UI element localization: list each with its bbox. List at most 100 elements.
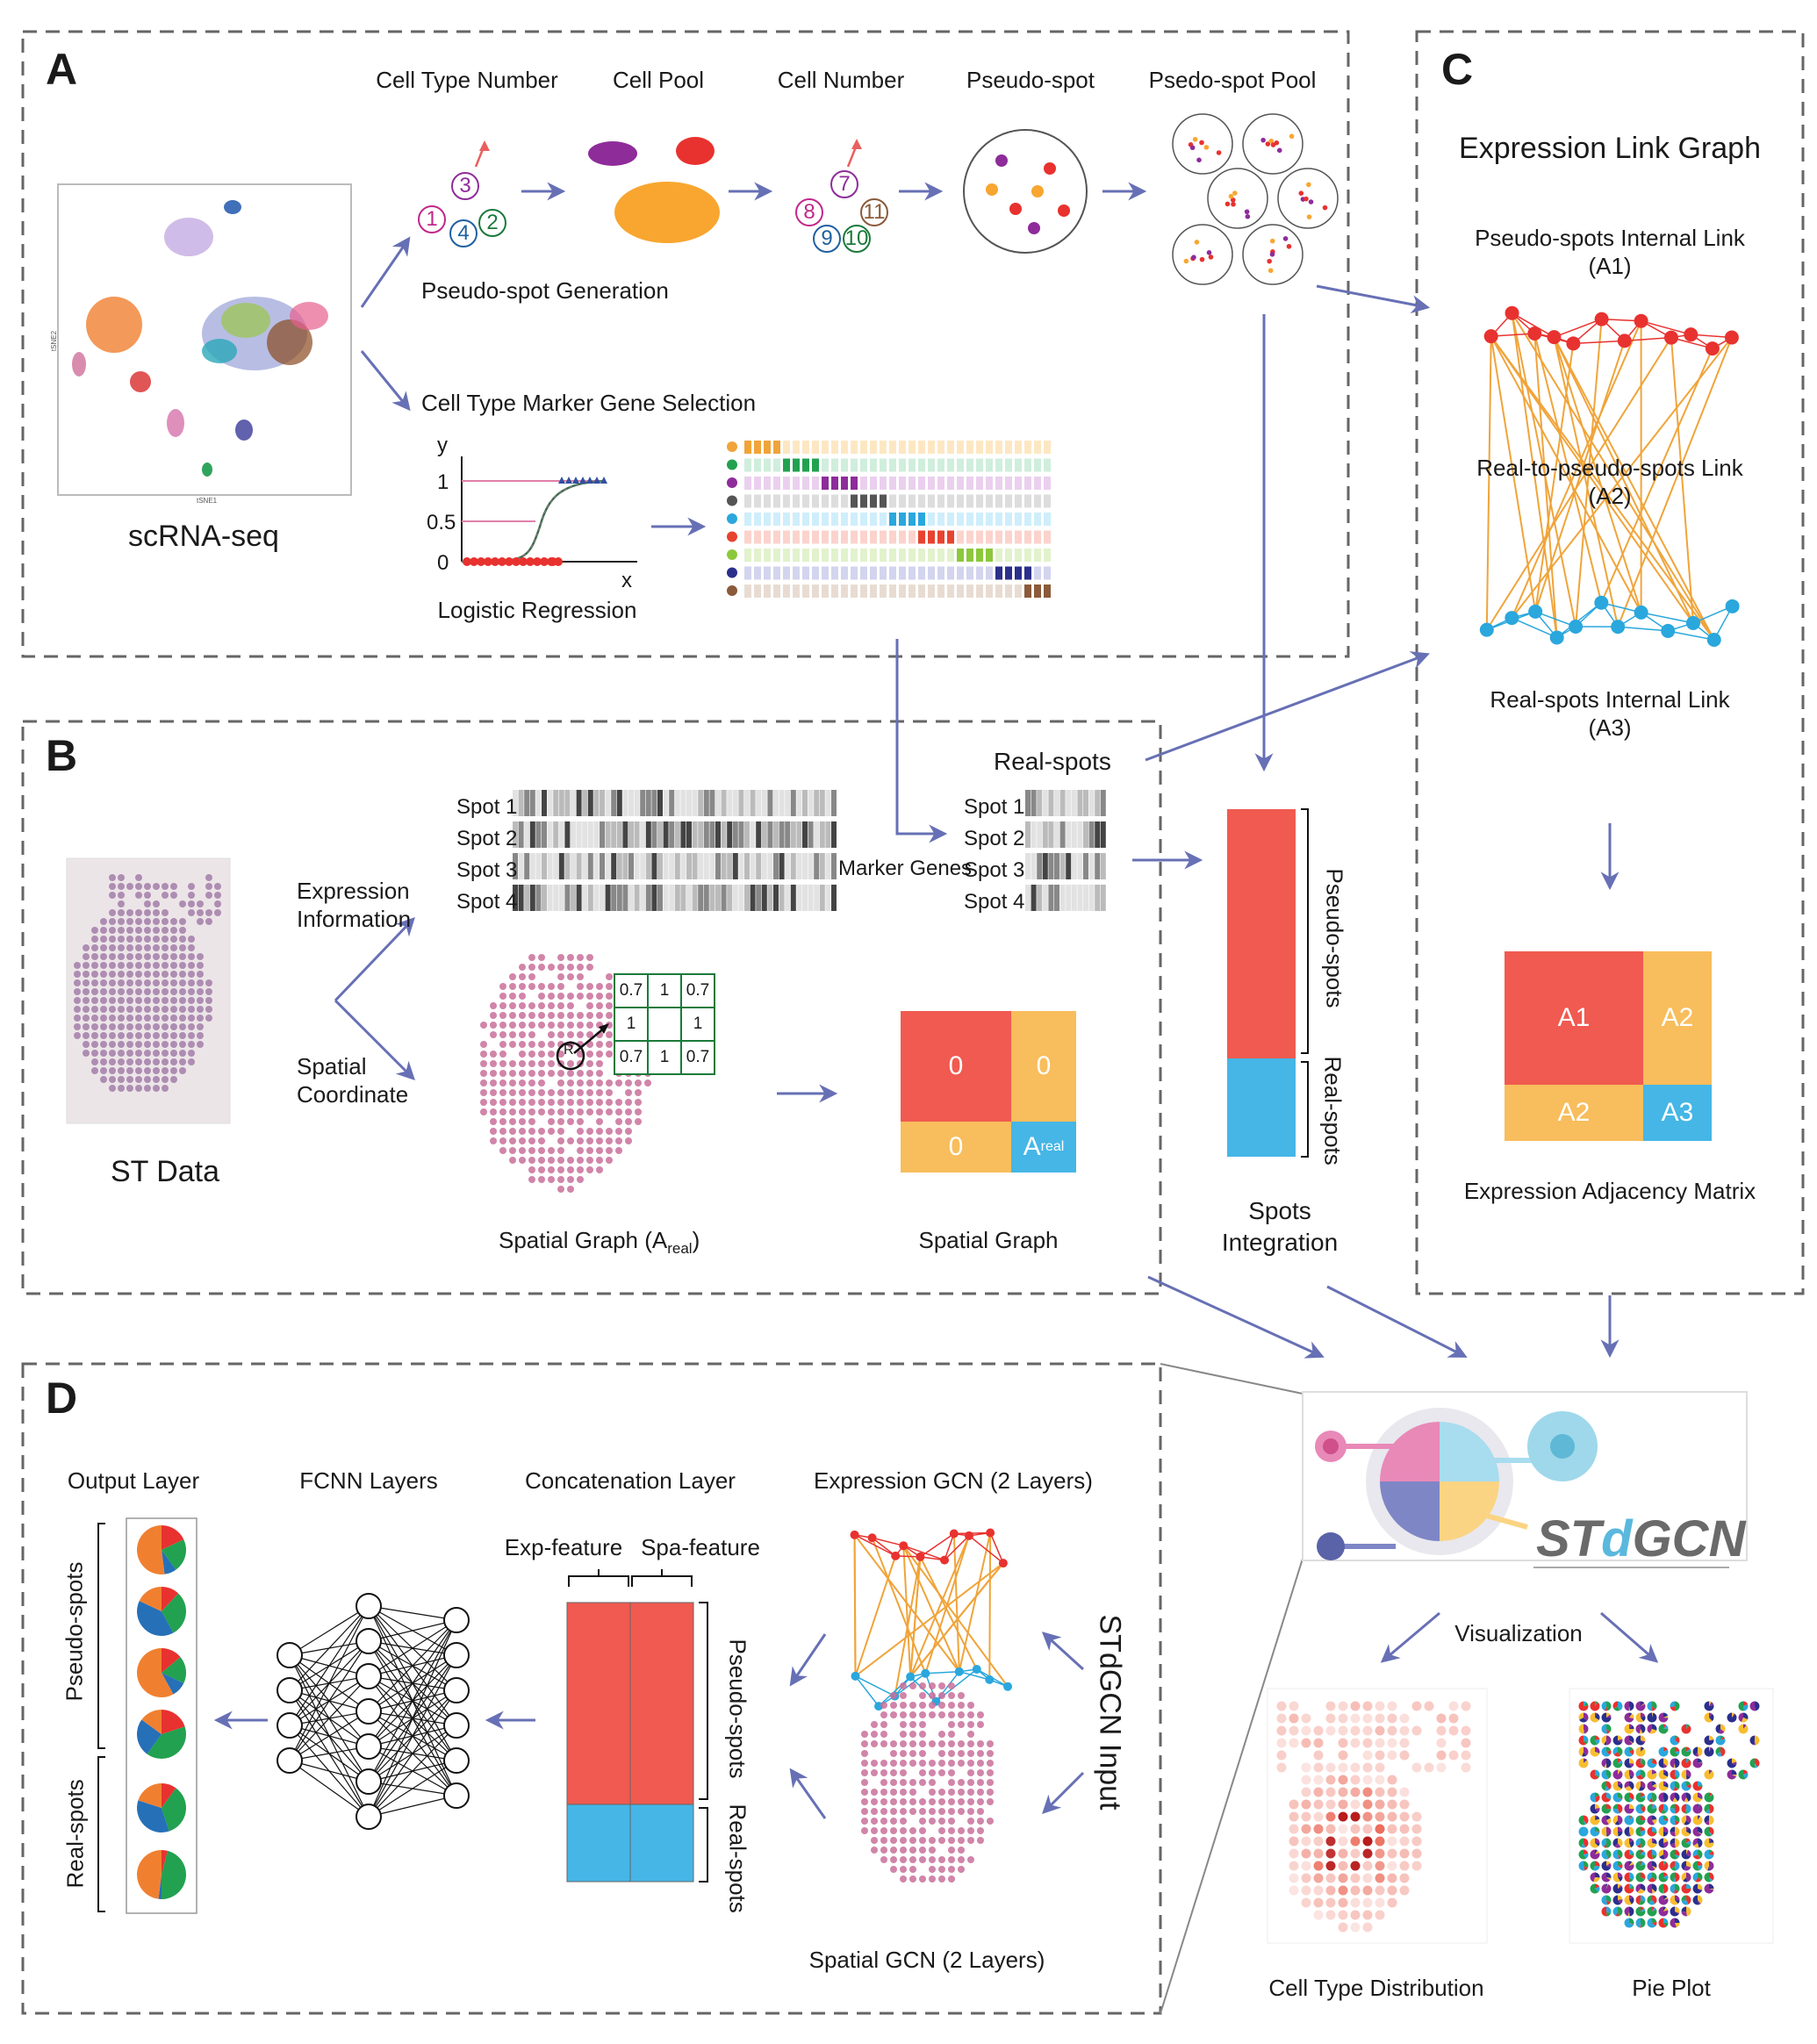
pie-slice	[1743, 1712, 1749, 1720]
st-spot	[188, 1015, 195, 1022]
pie-slice	[1670, 1735, 1679, 1746]
tissue-spot	[586, 1147, 593, 1154]
tissue-spot	[900, 1866, 907, 1873]
exp-feature-label: Exp-feature	[504, 1534, 623, 1560]
pie-slice	[1612, 1735, 1622, 1746]
marker-cell	[928, 458, 935, 472]
cross-link	[1617, 337, 1733, 628]
distribution-spot	[1313, 1762, 1324, 1773]
pie-slice	[1629, 1826, 1634, 1837]
pie-slice	[1652, 1918, 1657, 1923]
pie-slice	[1704, 1804, 1709, 1813]
tissue-spot	[509, 1147, 516, 1154]
st-spot	[135, 953, 142, 960]
tissue-spot	[567, 1108, 574, 1115]
barcode-cell	[1100, 853, 1106, 879]
marker-cell	[793, 513, 800, 526]
pie-slice	[1635, 1883, 1641, 1893]
marker-cell	[773, 513, 780, 526]
barcode-cell	[1088, 853, 1095, 879]
st-spot	[100, 1076, 107, 1083]
tissue-spot	[586, 1099, 593, 1106]
pie-slice	[162, 1710, 185, 1734]
distribution-spot	[1362, 1738, 1373, 1748]
marker-cell	[889, 441, 896, 454]
marker-cell	[822, 585, 829, 598]
st-spot	[144, 883, 151, 890]
marker-cell	[995, 494, 1002, 508]
fcnn-neuron	[356, 1804, 382, 1830]
marker-cell	[764, 530, 771, 544]
distribution-spot	[1387, 1824, 1397, 1834]
tissue-spot	[548, 1031, 555, 1038]
barcode-cell	[703, 821, 709, 848]
distribution-spot	[1375, 1725, 1385, 1736]
tissue-spot	[577, 1147, 584, 1154]
spatial-matrix-br-main: A	[1023, 1132, 1041, 1161]
tissue-spot	[900, 1740, 907, 1747]
tissue-spot	[880, 1769, 887, 1776]
st-spot	[144, 953, 151, 960]
barcode-cell	[576, 790, 582, 816]
pie-slice	[1663, 1918, 1669, 1923]
marker-cell	[764, 513, 771, 526]
tissue-spot	[509, 1157, 516, 1164]
panel-d-frame	[21, 1362, 1162, 2015]
tissue-spot	[890, 1702, 897, 1709]
tissue-spot	[977, 1808, 984, 1815]
pie-slice	[1672, 1797, 1678, 1803]
cross-link	[1553, 336, 1715, 641]
marker-cell	[1024, 477, 1031, 490]
st-spot	[126, 883, 133, 890]
distribution-spot	[1399, 1713, 1410, 1724]
st-spot	[91, 1050, 98, 1057]
tissue-spot	[499, 1137, 506, 1144]
marker-row-dot	[727, 477, 737, 488]
pie-slice	[1648, 1797, 1653, 1803]
distribution-spot	[1313, 1836, 1324, 1847]
pie-slice	[1578, 1758, 1589, 1768]
distribution-spot	[1289, 1799, 1299, 1810]
pie-slice	[1652, 1895, 1657, 1904]
marker-row-dot	[727, 459, 737, 470]
st-spot	[214, 900, 221, 907]
st-spot	[126, 1041, 133, 1048]
distribution-spot	[1375, 1701, 1385, 1711]
pool-cell	[1228, 193, 1234, 199]
distribution-spot	[1399, 1848, 1410, 1859]
pie-slice	[1681, 1895, 1686, 1901]
barcode-cell	[663, 790, 669, 816]
pie-slice	[1692, 1861, 1699, 1871]
tissue-spot	[967, 1721, 974, 1728]
pseudo-link	[1490, 333, 1535, 337]
pie-slice	[1581, 1843, 1585, 1848]
tissue-spot	[548, 1118, 555, 1125]
marker-cell	[851, 530, 858, 544]
marker-cell	[947, 566, 954, 580]
pie-slice	[1698, 1815, 1701, 1820]
tissue-spot	[528, 1012, 535, 1019]
panel-a-frame	[21, 30, 1350, 658]
pseudo-link	[989, 1532, 1004, 1564]
lr-point-0	[533, 557, 542, 566]
barcode-cell	[1048, 853, 1054, 879]
pie-slice	[1692, 1895, 1699, 1905]
barcode-cell	[1054, 790, 1059, 816]
tissue-spot	[890, 1740, 897, 1747]
pie-slice	[1675, 1804, 1680, 1814]
tissue-spot	[958, 1798, 965, 1805]
pie-slice	[1692, 1838, 1698, 1847]
tissue-spot	[929, 1692, 936, 1699]
pie-slice	[1606, 1906, 1612, 1914]
marker-cell	[831, 513, 838, 526]
tissue-spot	[567, 993, 574, 1000]
st-spot	[118, 909, 125, 916]
marker-cell	[783, 513, 790, 526]
barcode-cell	[1095, 885, 1101, 911]
barcode-cell	[750, 853, 756, 879]
pie-slice	[1681, 1906, 1686, 1912]
barcode-cell	[542, 853, 547, 879]
tissue-spot	[900, 1808, 907, 1815]
tissue-spot	[519, 1051, 526, 1058]
real-node	[1594, 595, 1609, 610]
